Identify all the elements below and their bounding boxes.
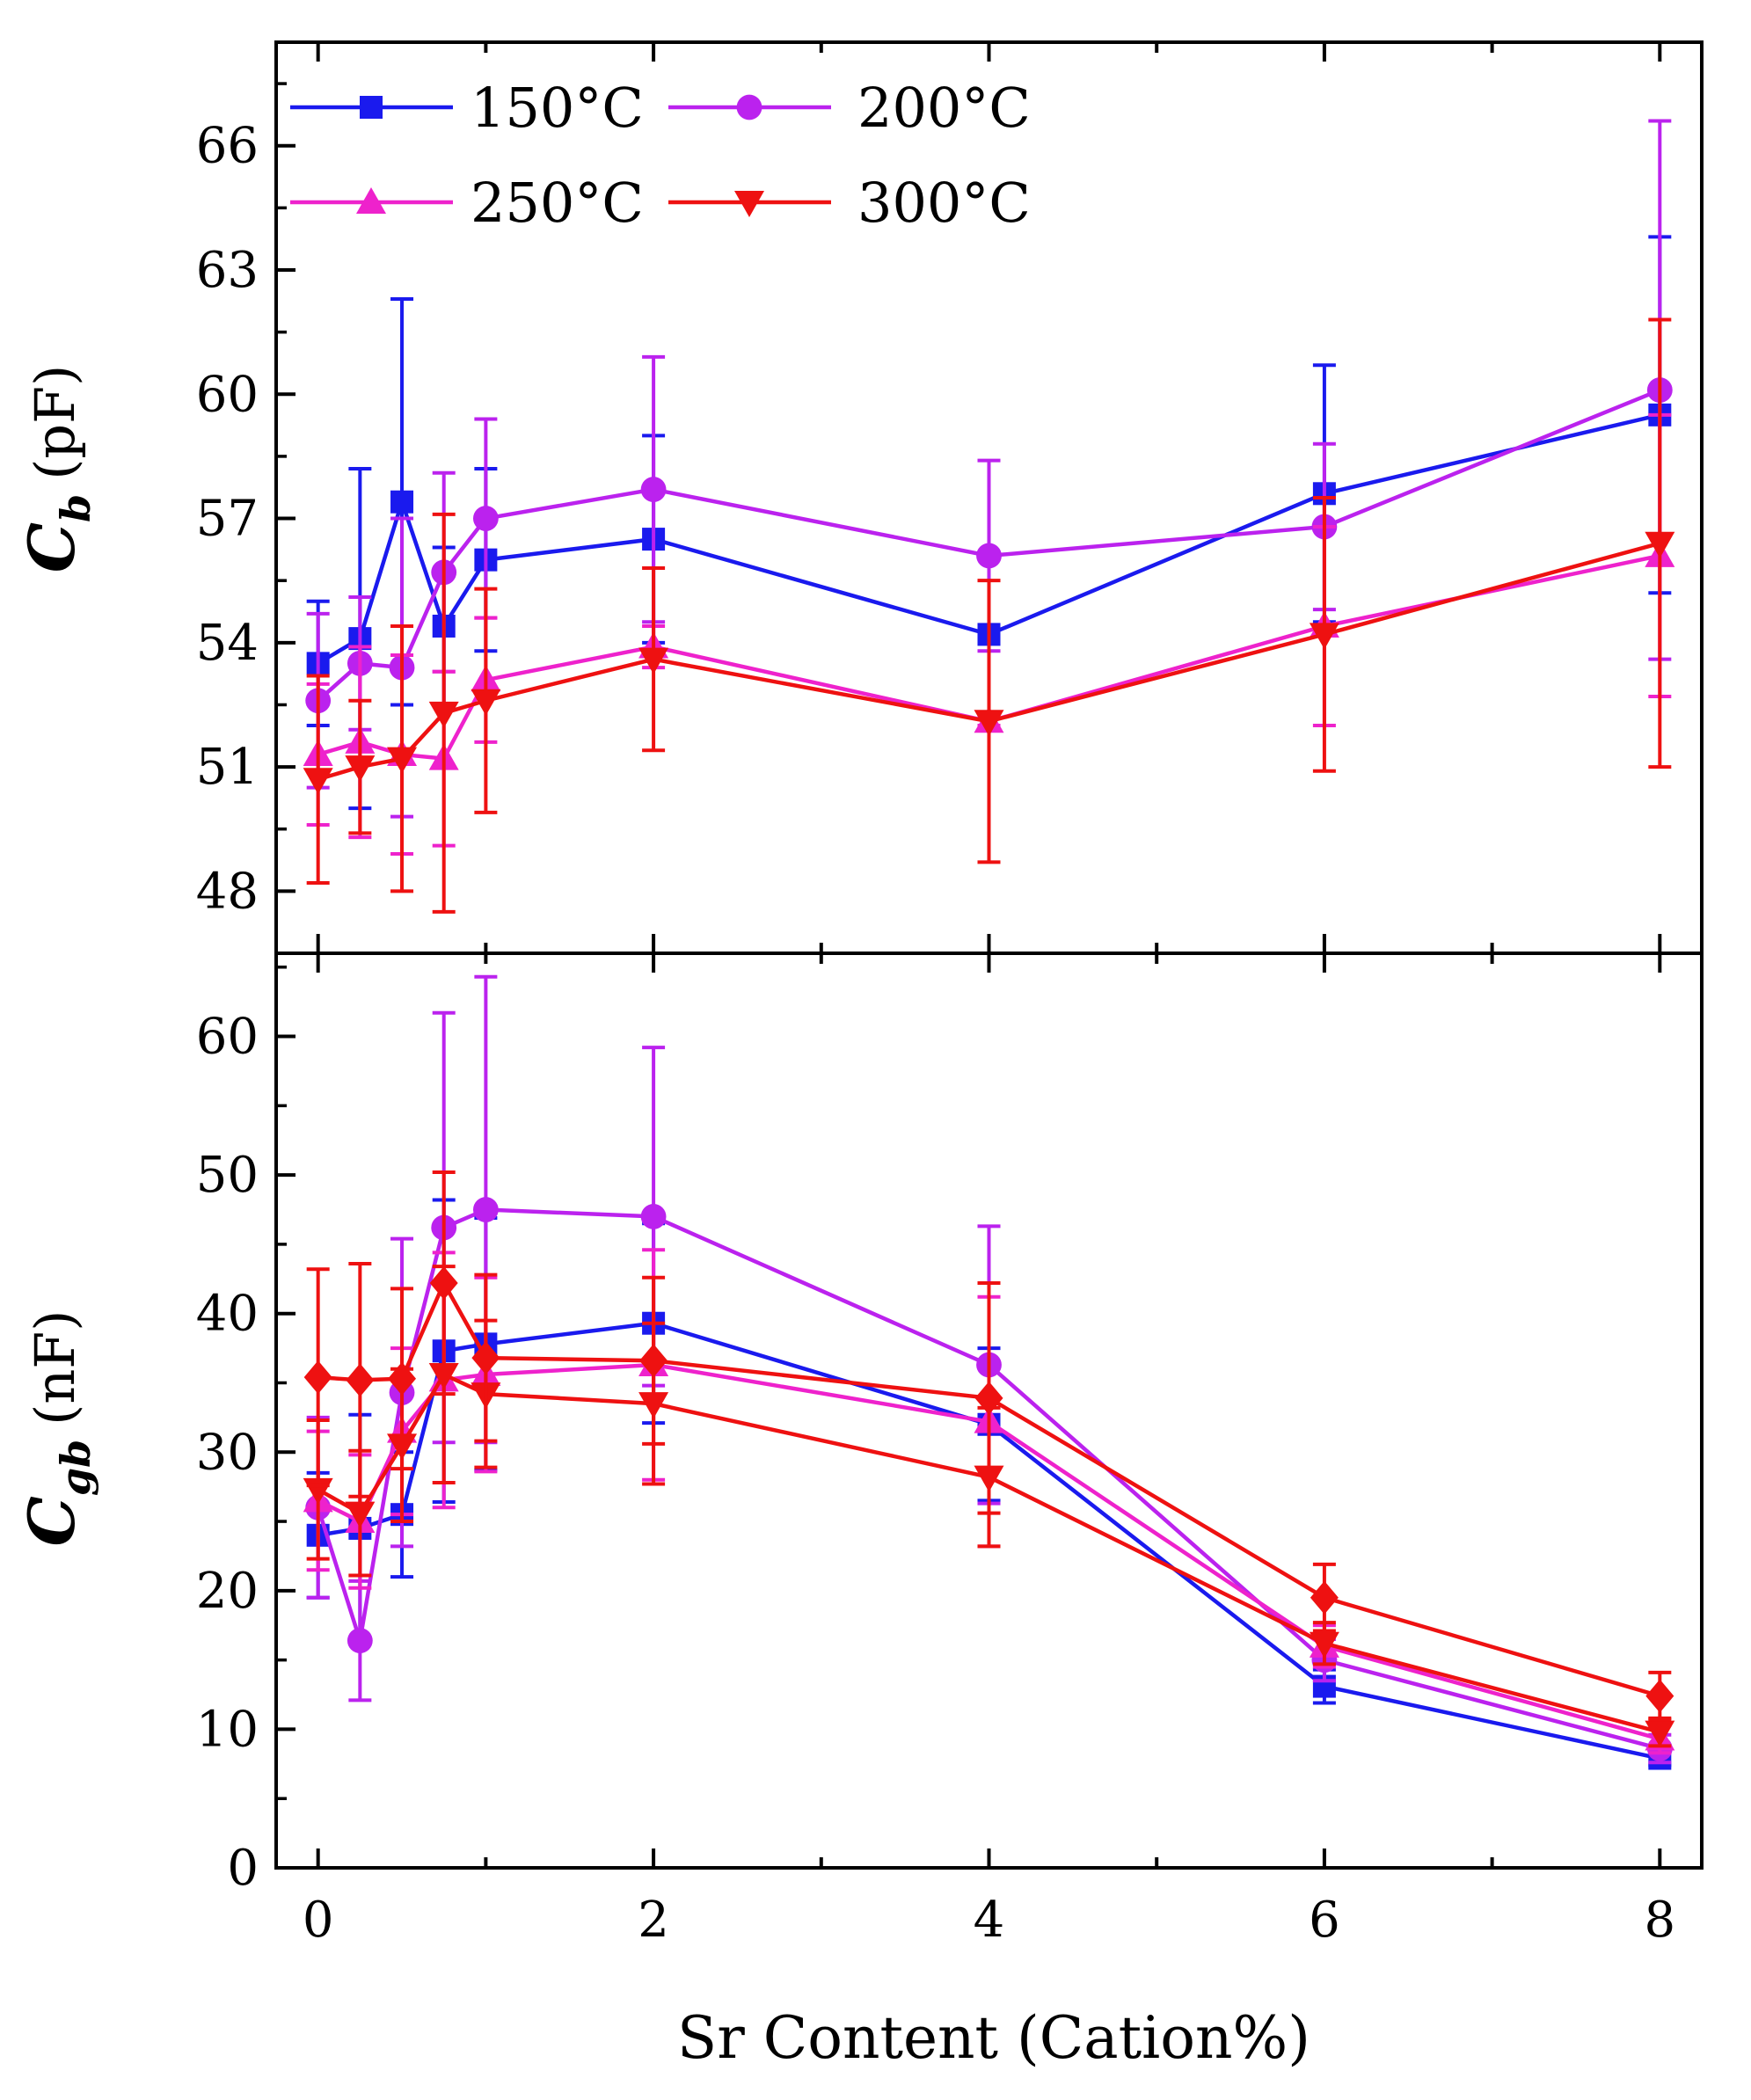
legend-label: 150°C (471, 76, 644, 140)
bottom-panel: 0 10 20 30 40 50 60 0 2 4 6 8 Cgb(nF) (14, 952, 1704, 1949)
data-point (1645, 531, 1675, 558)
legend-entry: 300°C (668, 171, 1031, 235)
y-tick-label: 60 (196, 1009, 259, 1066)
data-point (638, 647, 669, 674)
data-point (471, 1341, 500, 1375)
legend-label: 300°C (857, 171, 1031, 235)
y-tick-label: 0 (227, 1840, 259, 1897)
legend-entry: 250°C (290, 171, 644, 235)
y-tick-label: 51 (196, 739, 259, 796)
data-point (390, 490, 414, 514)
y-tick-label: 60 (196, 366, 259, 423)
x-tick-label: 0 (303, 1892, 334, 1949)
legend-marker (734, 191, 764, 217)
data-point (640, 477, 667, 502)
x-tick-label: 4 (974, 1892, 1005, 1949)
series-300-c-diamond- (303, 1170, 1674, 1722)
data-point (346, 1363, 375, 1397)
legend-entry: 200°C (668, 76, 1031, 140)
data-point (640, 1203, 667, 1229)
y-tick-label: 57 (196, 491, 259, 548)
top-y-axis-title: Cb(pF) (14, 365, 99, 573)
y-tick-label: 63 (196, 242, 259, 299)
data-point (974, 1381, 1003, 1415)
legend: 150°C 200°C 250°C 300°C (290, 76, 1031, 235)
data-point (345, 755, 376, 783)
data-point (303, 1360, 332, 1395)
data-point (1309, 623, 1339, 650)
data-point (471, 689, 501, 716)
legend-label: 200°C (857, 76, 1031, 140)
y-tick-label: 48 (196, 863, 259, 920)
y-tick-label: 20 (196, 1563, 259, 1620)
data-point (347, 1628, 373, 1653)
data-point (387, 747, 418, 774)
data-point (976, 543, 1002, 569)
data-point (1309, 1631, 1339, 1659)
data-point (974, 710, 1004, 737)
legend-label: 250°C (471, 171, 644, 235)
data-point (345, 1501, 376, 1528)
x-tick-label: 8 (1645, 1892, 1676, 1949)
data-point (388, 1361, 417, 1396)
data-point (639, 1344, 668, 1378)
y-tick-label: 10 (196, 1701, 259, 1758)
data-point (303, 768, 333, 795)
top-panel: 48 51 54 57 60 63 66 150°C 200°C 250°C 300°C Cb(p… (14, 40, 1704, 955)
legend-marker (356, 187, 386, 214)
data-point (472, 506, 499, 531)
data-point (472, 1197, 499, 1222)
data-point (1310, 1580, 1339, 1615)
y-tick-label: 54 (196, 615, 259, 672)
y-tick-label: 30 (196, 1424, 259, 1481)
legend-marker (736, 94, 762, 120)
series-300-c (303, 317, 1675, 914)
x-tick-label: 6 (1309, 1892, 1340, 1949)
legend-marker (360, 96, 383, 119)
data-point (429, 1266, 458, 1301)
x-tick-label: 2 (638, 1892, 669, 1949)
data-point (1645, 1720, 1675, 1747)
y-tick-label: 66 (196, 118, 259, 175)
data-point (1645, 1679, 1674, 1713)
legend-entry: 150°C (290, 76, 644, 140)
data-point (428, 701, 459, 728)
y-tick-label: 50 (196, 1147, 259, 1204)
x-axis-title: Sr Content (Cation%) (677, 2004, 1310, 2072)
bottom-y-axis-title: Cgb(nF) (14, 1310, 99, 1547)
y-tick-label: 40 (196, 1286, 259, 1343)
